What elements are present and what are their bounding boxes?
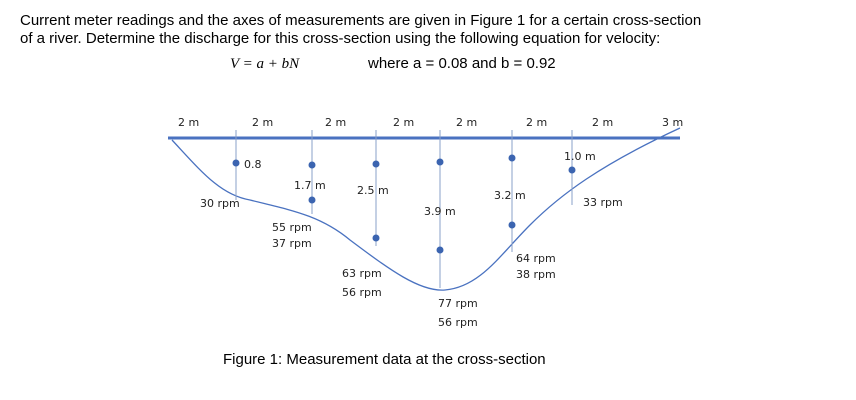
rpm-label: 77 rpm [438, 297, 478, 310]
rpm-label: 33 rpm [583, 196, 623, 209]
depth-label: 1.7 m [294, 179, 326, 192]
width-label: 2 m [252, 116, 273, 129]
width-label: 2 m [178, 116, 199, 129]
problem-line: Current meter readings and the axes of m… [20, 12, 701, 29]
width-label: 2 m [456, 116, 477, 129]
width-label: 3 m [662, 116, 683, 129]
width-label: 2 m [393, 116, 414, 129]
depth-label: 3.2 m [494, 189, 526, 202]
rpm-label: 56 rpm [438, 316, 478, 329]
depth-label: 1.0 m [564, 150, 596, 163]
rpm-label: 37 rpm [272, 237, 312, 250]
rpm-label: 55 rpm [272, 221, 312, 234]
depth-label: 2.5 m [357, 184, 389, 197]
rpm-label: 38 rpm [516, 268, 556, 281]
constants: where a = 0.08 and b = 0.92 [367, 55, 556, 72]
meter-dots [232, 154, 576, 254]
width-label: 2 m [592, 116, 613, 129]
equation: V = a + bN [230, 56, 300, 72]
figure: 2 m 2 m 2 m 2 m 2 m 2 m 2 m 3 m 0.8 1.7 … [168, 116, 683, 368]
depth-label: 0.8 [244, 158, 262, 171]
river-bed [171, 127, 681, 291]
rpm-label: 64 rpm [516, 252, 556, 265]
width-label: 2 m [526, 116, 547, 129]
rpm-label: 30 rpm [200, 197, 240, 210]
rpm-label: 56 rpm [342, 286, 382, 299]
width-label: 2 m [325, 116, 346, 129]
caption: Figure 1: Measurement data at the cross-… [223, 351, 546, 368]
rpm-label: 63 rpm [342, 267, 382, 280]
depth-label: 3.9 m [424, 205, 456, 218]
problem-line: of a river. Determine the discharge for … [20, 30, 660, 47]
